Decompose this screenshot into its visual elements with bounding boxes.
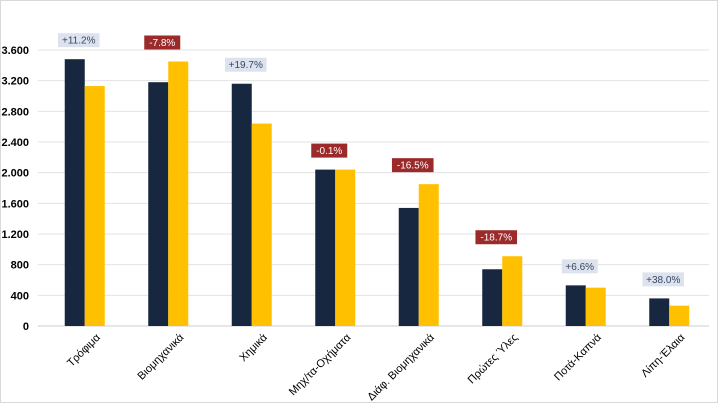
change-badge: +6.6%	[561, 259, 598, 274]
y-tick-label: 400	[11, 290, 29, 302]
change-badge-bg	[224, 57, 267, 72]
category-label: Τρόφιμα	[65, 331, 103, 369]
change-badge-label: -0.1%	[316, 146, 342, 157]
change-badge: -0.1%	[311, 143, 348, 158]
change-badge: +38.0%	[642, 272, 685, 287]
y-tick-label: 2.800	[1, 106, 29, 118]
y-axis-ticks: 0 400 800 1.200 1.600 2.000 2.400 2.800 3.200 3.6…	[1, 45, 29, 333]
change-badge-label: +6.6%	[565, 262, 594, 273]
change-annotations: +11.2% -7.8% +19.7% -0.1% -16.5% -18.7% +6.6% +…	[57, 33, 685, 287]
y-tick-label: 0	[23, 321, 29, 333]
grid-lines	[38, 49, 709, 327]
change-badge-bg	[475, 230, 518, 245]
bar-series-1	[482, 269, 503, 326]
change-badge-bg	[642, 272, 685, 287]
bar-series-1	[315, 169, 336, 326]
bar-series-2	[585, 287, 606, 326]
category-label: Πρώτες Ύλες	[466, 332, 521, 387]
bar-series-2	[84, 86, 105, 327]
change-badge-bg	[391, 158, 434, 173]
x-axis-categories: Τρόφιμα Βιομηχανικά Χημικά Μηχ/τα-Οχήματα Δι…	[65, 331, 688, 402]
change-badge-label: +19.7%	[229, 60, 263, 71]
y-tick-label: 2.400	[1, 137, 29, 149]
bar-series-1	[148, 82, 169, 326]
bar-series-1	[565, 285, 586, 326]
change-badge-bg	[57, 33, 100, 48]
change-badge: +11.2%	[57, 33, 100, 48]
bars	[64, 59, 690, 327]
category-label: Μηχ/τα-Οχήματα	[287, 331, 354, 398]
change-badge: -7.8%	[144, 35, 181, 50]
bar-series-2	[418, 184, 439, 326]
y-tick-label: 1.600	[1, 198, 29, 210]
y-tick-label: 3.200	[1, 76, 29, 88]
y-tick-label: 3.600	[1, 45, 29, 57]
change-badge-bg	[144, 35, 181, 50]
bar-series-1	[649, 298, 670, 326]
bar-series-2	[502, 256, 523, 326]
change-badge: -16.5%	[391, 158, 434, 173]
change-badge-bg	[561, 259, 598, 274]
bar-series-1	[231, 83, 252, 326]
change-badge-label: +38.0%	[646, 275, 680, 286]
bar-series-1	[398, 207, 419, 326]
category-label: Βιομηχανικά	[136, 331, 187, 382]
change-badge-label: +11.2%	[62, 36, 96, 47]
category-label: Διάφ. Βιομηχανικά	[365, 331, 437, 402]
change-badge-label: -18.7%	[480, 233, 512, 244]
y-tick-label: 800	[11, 260, 29, 272]
bar-series-2	[168, 61, 189, 326]
bar-series-2	[669, 305, 690, 326]
category-label: Λίπη-Έλαια	[639, 331, 688, 380]
y-tick-label: 2.000	[1, 168, 29, 180]
bar-series-2	[335, 169, 356, 326]
change-badge-label: -16.5%	[397, 161, 429, 172]
change-badge-bg	[311, 143, 348, 158]
y-tick-label: 1.200	[1, 229, 29, 241]
change-badge-label: -7.8%	[149, 38, 175, 49]
category-label: Ποτά-Καπνά	[552, 331, 604, 383]
category-label: Χημικά	[237, 331, 270, 364]
bar-series-2	[251, 123, 272, 326]
bar-series-1	[64, 59, 85, 326]
change-badge: -18.7%	[475, 230, 518, 245]
change-badge: +19.7%	[224, 57, 267, 72]
